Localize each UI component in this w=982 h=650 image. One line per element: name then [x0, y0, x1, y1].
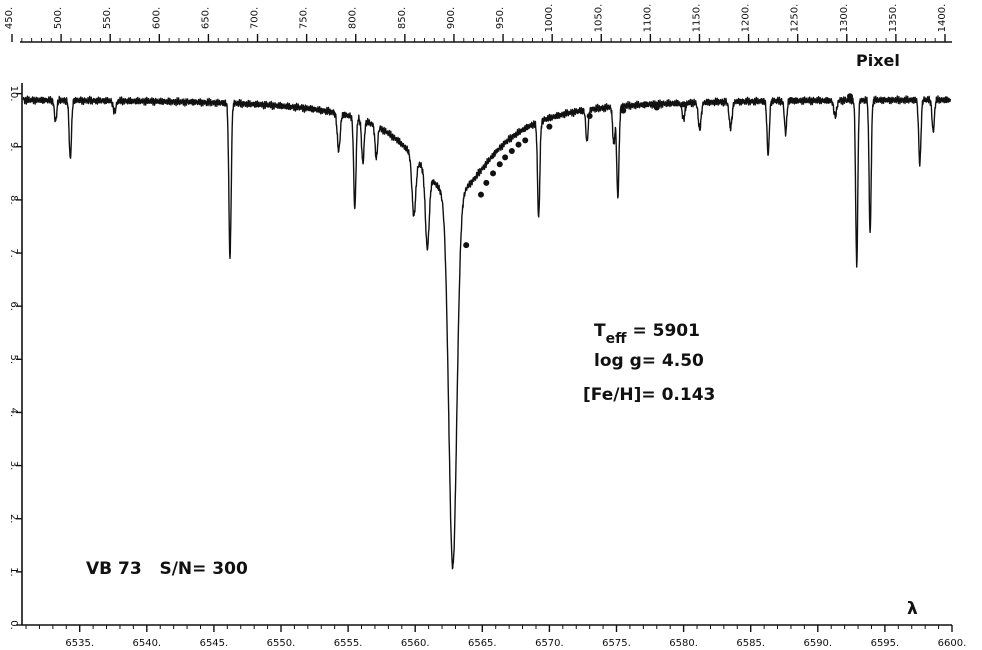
teff-value: = 5901 — [632, 321, 699, 341]
y-tick-label: 10. — [8, 86, 19, 102]
fit-point — [522, 137, 529, 144]
x-axis-label: λ — [907, 599, 918, 619]
feh-annotation: [Fe/H]= 0.143 — [583, 385, 715, 405]
x-tick-label: 6550. — [267, 638, 296, 649]
x-tick-label: 6540. — [132, 638, 161, 649]
y-tick-label: 8. — [8, 195, 19, 205]
top-axis: 450. 500. 550. 600. 650. 700. 750. 800. 850. 900.… — [4, 4, 952, 70]
fit-point — [477, 191, 484, 198]
teff-label: T — [594, 321, 606, 341]
top-tick-label: 550. — [102, 7, 113, 29]
star-annotation: VB 73 S/N= 300 — [86, 559, 248, 579]
top-tick-label: 750. — [299, 7, 310, 29]
left-axis: 0. 1. 2. 3. 4. 5. 6. 7. 8. 9. 10. — [8, 83, 23, 630]
top-tick-label: 450. — [4, 7, 15, 29]
top-tick-label: 950. — [495, 7, 506, 29]
x-tick-label: 6570. — [535, 638, 564, 649]
fit-point — [490, 170, 497, 177]
stellar-parameters: Teff = 5901 log g= 4.50 [Fe/H]= 0.143 — [583, 321, 715, 405]
fit-point — [463, 242, 470, 249]
top-tick-label: 900. — [446, 7, 457, 29]
top-axis-ticks: 450. 500. 550. 600. 650. 700. 750. 800. 850. 900.… — [4, 4, 948, 42]
top-tick-label: 1350. — [888, 4, 899, 33]
y-tick-label: 6. — [8, 301, 19, 311]
left-axis-ticks: 0. 1. 2. 3. 4. 5. 6. 7. 8. 9. 10. — [8, 86, 22, 630]
top-tick-label: 1150. — [691, 4, 702, 33]
x-tick-label: 6545. — [200, 638, 229, 649]
top-tick-label: 1050. — [593, 4, 604, 33]
fit-point — [787, 97, 794, 104]
fit-point — [586, 112, 593, 119]
fit-point — [546, 123, 553, 130]
top-tick-label: 650. — [200, 7, 211, 29]
fit-point — [483, 179, 490, 186]
x-tick-label: 6580. — [669, 638, 698, 649]
y-tick-label: 9. — [8, 142, 19, 152]
x-tick-label: 6590. — [803, 638, 832, 649]
fit-point — [502, 154, 509, 161]
x-tick-label: 6565. — [468, 638, 497, 649]
top-tick-label: 1300. — [839, 4, 850, 33]
spectrum-line — [22, 95, 952, 570]
fit-point — [620, 107, 627, 114]
bottom-axis: 6535. 6540. 6545. 6550. 6555. 6560. 6565. 6570.… — [22, 599, 966, 649]
bottom-axis-ticks: 6535. 6540. 6545. 6550. 6555. 6560. 6565. 6570.… — [25, 625, 967, 649]
top-tick-label: 1000. — [544, 4, 555, 33]
x-tick-label: 6535. — [65, 638, 94, 649]
logg-annotation: log g= 4.50 — [594, 351, 704, 371]
fit-point — [680, 101, 687, 108]
top-tick-label: 600. — [151, 7, 162, 29]
y-tick-label: 1. — [8, 567, 19, 577]
fit-point — [847, 93, 854, 100]
fit-point — [515, 141, 522, 148]
top-tick-label: 850. — [397, 7, 408, 29]
y-tick-label: 4. — [8, 408, 19, 418]
top-tick-label: 1400. — [937, 4, 948, 33]
top-tick-label: 700. — [250, 7, 261, 29]
top-tick-label: 800. — [348, 7, 359, 29]
x-tick-label: 6585. — [736, 638, 765, 649]
y-tick-label: 7. — [8, 248, 19, 258]
top-tick-label: 500. — [53, 7, 64, 29]
top-tick-label: 1200. — [741, 4, 752, 33]
x-tick-label: 6575. — [602, 638, 631, 649]
fit-point — [508, 148, 515, 155]
x-tick-label: 6555. — [334, 638, 363, 649]
y-tick-label: 2. — [8, 514, 19, 524]
y-tick-label: 5. — [8, 355, 19, 365]
y-tick-label: 0. — [8, 620, 19, 630]
top-tick-label: 1100. — [642, 4, 653, 33]
svg-text:Teff= 5901: Teff = 5901 — [594, 321, 700, 347]
teff-subscript: eff — [606, 331, 627, 347]
fit-points — [463, 93, 854, 249]
top-tick-label: 1250. — [790, 4, 801, 33]
x-tick-label: 6595. — [871, 638, 900, 649]
x-tick-label: 6560. — [401, 638, 430, 649]
fit-point — [714, 98, 721, 105]
x-tick-label: 6600. — [938, 638, 967, 649]
fit-point — [653, 104, 660, 111]
top-axis-label: Pixel — [856, 51, 900, 70]
fit-point — [496, 161, 503, 168]
y-tick-label: 3. — [8, 461, 19, 471]
